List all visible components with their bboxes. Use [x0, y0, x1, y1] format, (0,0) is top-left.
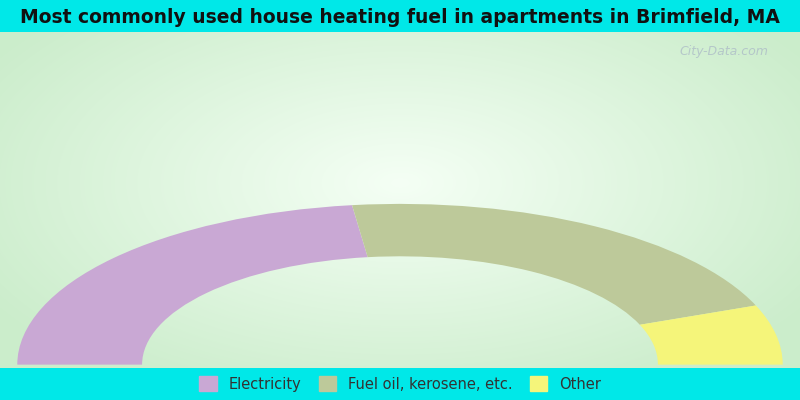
Wedge shape — [640, 306, 782, 365]
Wedge shape — [352, 204, 756, 325]
Wedge shape — [18, 205, 368, 365]
Text: Most commonly used house heating fuel in apartments in Brimfield, MA: Most commonly used house heating fuel in… — [20, 8, 780, 27]
Text: City-Data.com: City-Data.com — [679, 46, 768, 58]
Legend: Electricity, Fuel oil, kerosene, etc., Other: Electricity, Fuel oil, kerosene, etc., O… — [194, 370, 606, 398]
